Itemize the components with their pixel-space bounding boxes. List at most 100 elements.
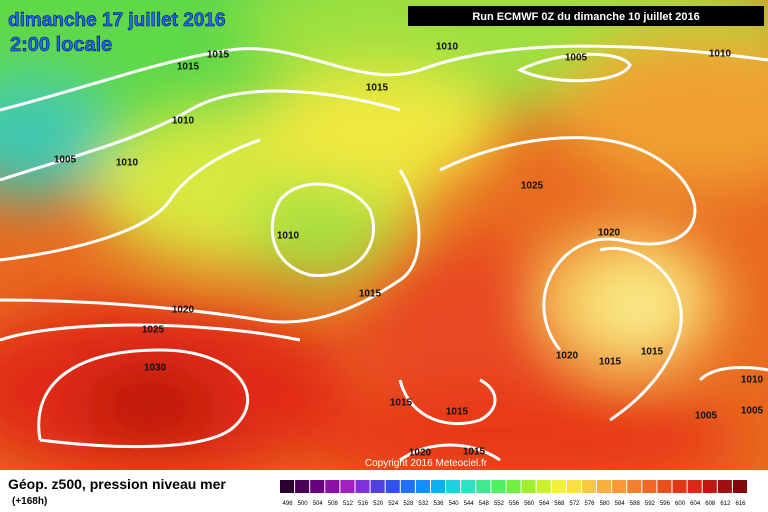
scale-label: 500 — [298, 501, 309, 507]
isobar-label: 1010 — [741, 375, 764, 386]
scale-label: 508 — [328, 501, 339, 507]
scale-label: 552 — [494, 501, 505, 507]
forecast-date: dimanche 17 juillet 2016 — [8, 10, 226, 31]
scale-swatch — [340, 480, 355, 493]
isobar-label: 1030 — [144, 363, 167, 374]
isobar-labels: 1015 1015 1010 1005 1010 1015 1010 1005 1010 1025… — [54, 42, 764, 459]
isobar-label: 1005 — [54, 155, 77, 166]
isobar-label: 1015 — [366, 83, 389, 94]
scale-label: 544 — [464, 501, 475, 507]
scale-label: 496 — [283, 501, 294, 507]
isobar-label: 1015 — [599, 357, 622, 368]
scale-label: 524 — [388, 501, 399, 507]
isobar-label: 1015 — [463, 447, 486, 458]
scale-label: 556 — [509, 501, 520, 507]
scale-swatch — [310, 480, 325, 493]
lead-time: (+168h) — [12, 496, 47, 507]
isobar-label: 1025 — [521, 181, 544, 192]
scale-swatch — [521, 480, 536, 493]
isobar-label: 1015 — [446, 407, 469, 418]
scale-label: 548 — [479, 501, 490, 507]
scale-swatch — [581, 480, 597, 493]
scale-swatch — [446, 480, 461, 493]
scale-label: 572 — [569, 501, 580, 507]
scale-swatch — [612, 480, 627, 493]
isobar-label: 1020 — [598, 228, 621, 239]
scale-label: 560 — [524, 501, 535, 507]
z500-field — [0, 0, 768, 490]
scale-label: 584 — [615, 501, 626, 507]
scale-swatch — [551, 480, 566, 493]
scale-label: 612 — [720, 501, 731, 507]
scale-swatch — [295, 480, 310, 493]
isobars — [0, 44, 768, 462]
scale-label: 596 — [660, 501, 671, 507]
scale-label: 532 — [418, 501, 429, 507]
isobar-label: 1010 — [709, 49, 732, 60]
scale-label: 512 — [343, 501, 354, 507]
scale-label: 576 — [584, 501, 595, 507]
scale-swatch — [687, 480, 702, 493]
scale-swatch — [536, 480, 551, 493]
isobar-label: 1005 — [565, 53, 588, 64]
scale-swatch — [355, 480, 370, 493]
scale-swatch — [385, 480, 400, 493]
scale-label: 540 — [449, 501, 460, 507]
scale-swatch — [642, 480, 657, 493]
scale-swatch — [400, 480, 415, 493]
scale-swatch — [370, 480, 385, 493]
scale-swatch — [657, 480, 672, 493]
scale-label: 592 — [645, 501, 656, 507]
copyright: Copyright 2016 Meteociel.fr — [365, 458, 488, 469]
scale-swatch — [476, 480, 491, 493]
scale-swatch — [491, 480, 506, 493]
scale-label: 564 — [539, 501, 550, 507]
scale-label: 580 — [600, 501, 611, 507]
isobar-label: 1015 — [177, 62, 200, 73]
scale-swatch — [506, 480, 521, 493]
scale-swatch — [280, 480, 295, 493]
scale-swatch — [732, 480, 747, 493]
isobar-label: 1010 — [116, 158, 139, 169]
isobar-label: 1015 — [207, 50, 230, 61]
scale-swatch — [597, 480, 612, 493]
scale-label: 520 — [373, 501, 384, 507]
scale-label: 504 — [313, 501, 324, 507]
isobar-label: 1025 — [142, 325, 165, 336]
scale-swatch — [627, 480, 642, 493]
scale-swatch — [430, 480, 446, 493]
scale-swatch — [325, 480, 340, 493]
scale-swatch — [702, 480, 717, 493]
scale-swatch — [461, 480, 476, 493]
scale-label: 536 — [434, 501, 445, 507]
isobar-label: 1010 — [277, 231, 300, 242]
scale-swatch — [415, 480, 430, 493]
scale-label: 588 — [630, 501, 641, 507]
scale-label: 608 — [705, 501, 716, 507]
scale-label: 568 — [554, 501, 565, 507]
scale-label: 616 — [735, 501, 746, 507]
color-scale: 496 500 504 508 512 516 520 524 528 532 536 540 544 5… — [280, 480, 747, 507]
forecast-time: 2:00 locale — [10, 34, 112, 56]
isobar-label: 1020 — [409, 448, 432, 459]
isobar-label: 1020 — [172, 305, 195, 316]
scale-label: 516 — [358, 501, 369, 507]
scale-label: 600 — [675, 501, 686, 507]
isobar-label: 1005 — [741, 406, 764, 417]
scale-swatch — [717, 480, 732, 493]
isobar-label: 1015 — [641, 347, 664, 358]
isobar-label: 1015 — [359, 289, 382, 300]
isobar-label: 1010 — [172, 116, 195, 127]
isobar-label: 1020 — [556, 351, 579, 362]
scale-swatch — [672, 480, 687, 493]
scale-label: 528 — [403, 501, 414, 507]
run-info: Run ECMWF 0Z du dimanche 10 juillet 2016 — [472, 11, 699, 23]
isobar-label: 1015 — [390, 398, 413, 409]
isobar-label: 1005 — [695, 411, 718, 422]
scale-swatch — [566, 480, 581, 493]
run-banner — [408, 6, 764, 26]
scale-label: 604 — [690, 501, 701, 507]
footer-title: Géop. z500, pression niveau mer — [8, 476, 226, 492]
